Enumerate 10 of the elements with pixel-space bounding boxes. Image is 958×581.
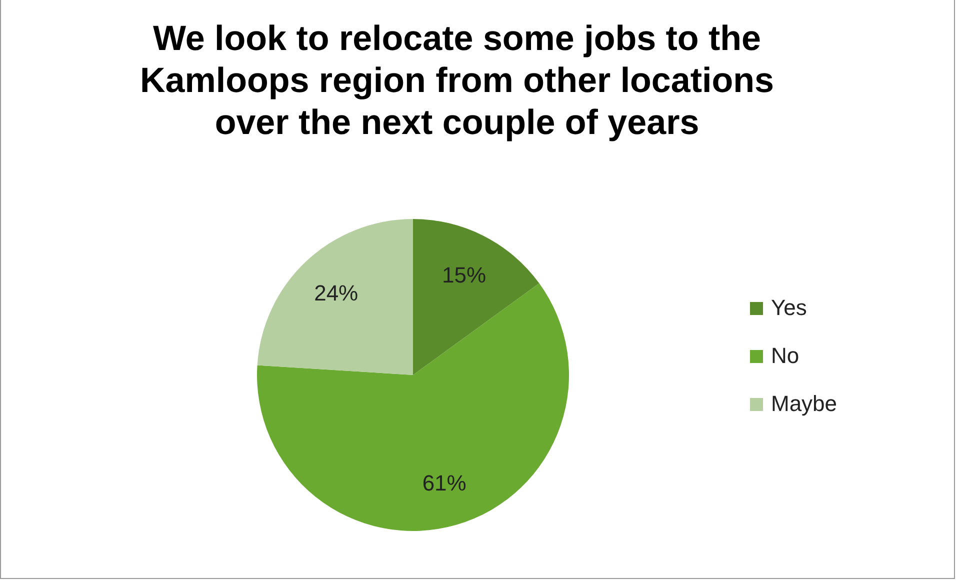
chart-title: We look to relocate some jobs to the Kamloops region from other locations over the next couple of years (139, 18, 775, 144)
pie-slice (257, 283, 569, 531)
legend-label: Yes (771, 295, 807, 321)
pie-slice (257, 219, 413, 375)
legend-label: Maybe (771, 391, 838, 417)
legend-label: No (771, 343, 800, 369)
pie-slice (413, 219, 540, 375)
data-label: 61% (422, 470, 466, 496)
data-label: 15% (442, 262, 486, 288)
data-label: 24% (314, 280, 358, 306)
